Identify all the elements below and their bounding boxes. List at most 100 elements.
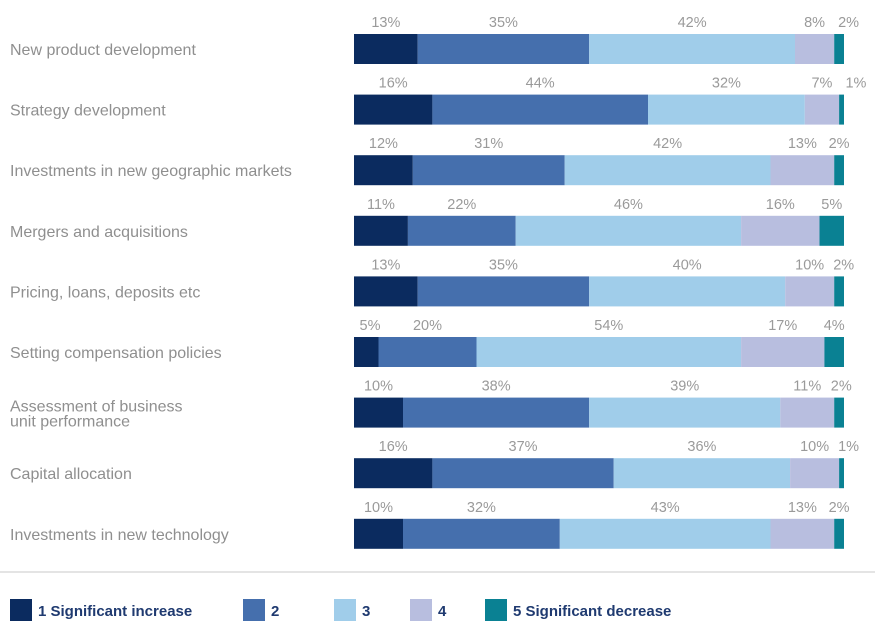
value-label: 1% xyxy=(845,76,866,92)
bar-segment xyxy=(403,518,560,549)
category-label: Setting compensation policies xyxy=(10,345,222,362)
bars xyxy=(354,34,844,549)
value-label: 5% xyxy=(360,318,381,334)
value-label: 42% xyxy=(678,15,707,31)
value-label: 5% xyxy=(821,197,842,213)
bar-segment xyxy=(795,34,835,64)
category-label-line: Capital allocation xyxy=(10,466,132,483)
bar-segment xyxy=(354,458,433,489)
bar-segment xyxy=(354,155,413,186)
category-label: Investments in new geographic markets xyxy=(10,163,292,180)
value-label: 17% xyxy=(768,318,797,334)
bar-segment xyxy=(403,397,590,428)
legend-swatch xyxy=(485,599,507,621)
bar-segment xyxy=(741,337,825,367)
bar-segment xyxy=(407,215,516,246)
value-label: 16% xyxy=(766,197,795,213)
category-label-line: unit performance xyxy=(10,414,130,431)
legend-swatch xyxy=(410,599,432,621)
value-label: 2% xyxy=(829,136,850,152)
value-label: 32% xyxy=(467,500,496,516)
value-label: 42% xyxy=(653,136,682,152)
bar-segment xyxy=(824,337,844,367)
value-label: 20% xyxy=(413,318,442,334)
value-label: 35% xyxy=(489,15,518,31)
value-label: 39% xyxy=(670,379,699,395)
bar-segment xyxy=(648,94,805,125)
category-label: Capital allocation xyxy=(10,466,132,483)
bar-segment xyxy=(589,276,786,307)
bar-segment xyxy=(819,215,844,246)
bar-segment xyxy=(834,34,844,64)
bar-segment xyxy=(770,155,835,186)
value-label: 13% xyxy=(788,500,817,516)
legend-swatch xyxy=(10,599,32,621)
category-label-line: Investments in new technology xyxy=(10,527,229,544)
bar-segment xyxy=(804,94,840,125)
value-label: 2% xyxy=(838,15,859,31)
legend-label: 1 Significant increase xyxy=(38,603,192,620)
bar-segment xyxy=(354,397,403,428)
category-labels: New product development Strategy developm… xyxy=(10,42,292,544)
bar-segment xyxy=(834,276,844,307)
legend: 1 Significant increase 2 3 4 5 Significant d… xyxy=(10,599,671,621)
bar-segment xyxy=(790,458,840,489)
bar-segment xyxy=(834,397,844,428)
bar-segment xyxy=(354,34,418,64)
category-label: Strategy development xyxy=(10,103,166,120)
bar-segment xyxy=(589,397,781,428)
value-label: 2% xyxy=(829,500,850,516)
bar-segment xyxy=(354,276,418,307)
value-label: 40% xyxy=(673,257,702,273)
value-label: 44% xyxy=(526,76,555,92)
category-label-line: New product development xyxy=(10,42,196,59)
value-label: 2% xyxy=(833,257,854,273)
bar-segment xyxy=(417,276,590,307)
value-label: 10% xyxy=(364,379,393,395)
value-label: 13% xyxy=(371,257,400,273)
bar-segment xyxy=(354,337,379,367)
bar-segment xyxy=(417,34,590,64)
value-label: 37% xyxy=(509,439,538,455)
value-labels: 13% 35% 42% 8% 2% 16% 44% 32% 7% 1% 12% 31% 42% 13% 2%… xyxy=(360,15,867,516)
value-label: 10% xyxy=(795,257,824,273)
value-label: 16% xyxy=(379,76,408,92)
value-label: 36% xyxy=(687,439,716,455)
legend-label: 5 Significant decrease xyxy=(513,603,671,620)
bar-segment xyxy=(432,458,614,489)
value-label: 11% xyxy=(367,197,395,213)
value-label: 1% xyxy=(838,439,859,455)
bar-segment xyxy=(839,94,844,125)
category-label-line: Setting compensation policies xyxy=(10,345,222,362)
category-label-line: Investments in new geographic markets xyxy=(10,163,292,180)
bar-segment xyxy=(432,94,648,125)
value-label: 7% xyxy=(811,76,832,92)
bar-segment xyxy=(354,94,433,125)
value-label: 46% xyxy=(614,197,643,213)
category-label: Investments in new technology xyxy=(10,527,229,544)
bar-segment xyxy=(741,215,820,246)
value-label: 11% xyxy=(793,379,821,395)
legend-label: 4 xyxy=(438,603,447,620)
category-label: New product development xyxy=(10,42,196,59)
bar-segment xyxy=(834,155,844,186)
value-label: 12% xyxy=(369,136,398,152)
bar-segment xyxy=(839,458,844,489)
bar-segment xyxy=(559,518,771,549)
value-label: 22% xyxy=(447,197,476,213)
category-label: Pricing, loans, deposits etc xyxy=(10,284,200,301)
bar-segment xyxy=(354,518,403,549)
value-label: 13% xyxy=(371,15,400,31)
category-label: Assessment of business unit performance xyxy=(10,399,183,431)
bar-segment xyxy=(476,337,742,367)
category-label-line: Pricing, loans, deposits etc xyxy=(10,284,200,301)
legend-swatch xyxy=(243,599,265,621)
value-label: 8% xyxy=(804,15,825,31)
category-label-line: Mergers and acquisitions xyxy=(10,224,188,241)
value-label: 32% xyxy=(712,76,741,92)
value-label: 38% xyxy=(482,379,511,395)
bar-segment xyxy=(378,337,477,367)
bar-segment xyxy=(785,276,835,307)
value-label: 10% xyxy=(800,439,829,455)
